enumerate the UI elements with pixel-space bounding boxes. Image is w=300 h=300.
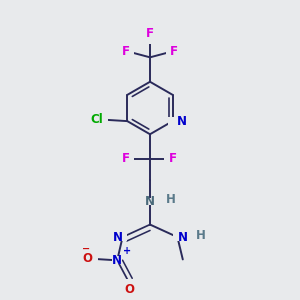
Text: N: N: [145, 195, 155, 208]
Text: +: +: [123, 246, 131, 256]
Text: F: F: [122, 46, 130, 59]
Text: H: H: [196, 229, 206, 242]
Bar: [164, 155, 173, 163]
Bar: [88, 255, 98, 263]
Text: F: F: [146, 27, 154, 40]
Text: F: F: [170, 46, 178, 59]
Text: O: O: [124, 283, 134, 296]
Text: H: H: [166, 193, 176, 206]
Text: N: N: [177, 231, 188, 244]
Bar: [118, 233, 127, 241]
Text: F: F: [169, 152, 176, 165]
Bar: [125, 48, 134, 56]
Text: N: N: [112, 254, 122, 267]
Bar: [125, 155, 134, 163]
Bar: [173, 233, 182, 241]
Text: Cl: Cl: [90, 113, 103, 126]
Text: F: F: [122, 152, 130, 165]
Bar: [166, 48, 175, 56]
Bar: [112, 256, 122, 264]
Bar: [124, 279, 134, 286]
Bar: [145, 36, 155, 44]
Bar: [145, 198, 155, 206]
Text: N: N: [112, 231, 123, 244]
Text: N: N: [177, 115, 187, 128]
Text: −: −: [82, 244, 90, 254]
Bar: [98, 116, 108, 124]
Text: O: O: [83, 252, 93, 265]
Bar: [168, 117, 178, 125]
